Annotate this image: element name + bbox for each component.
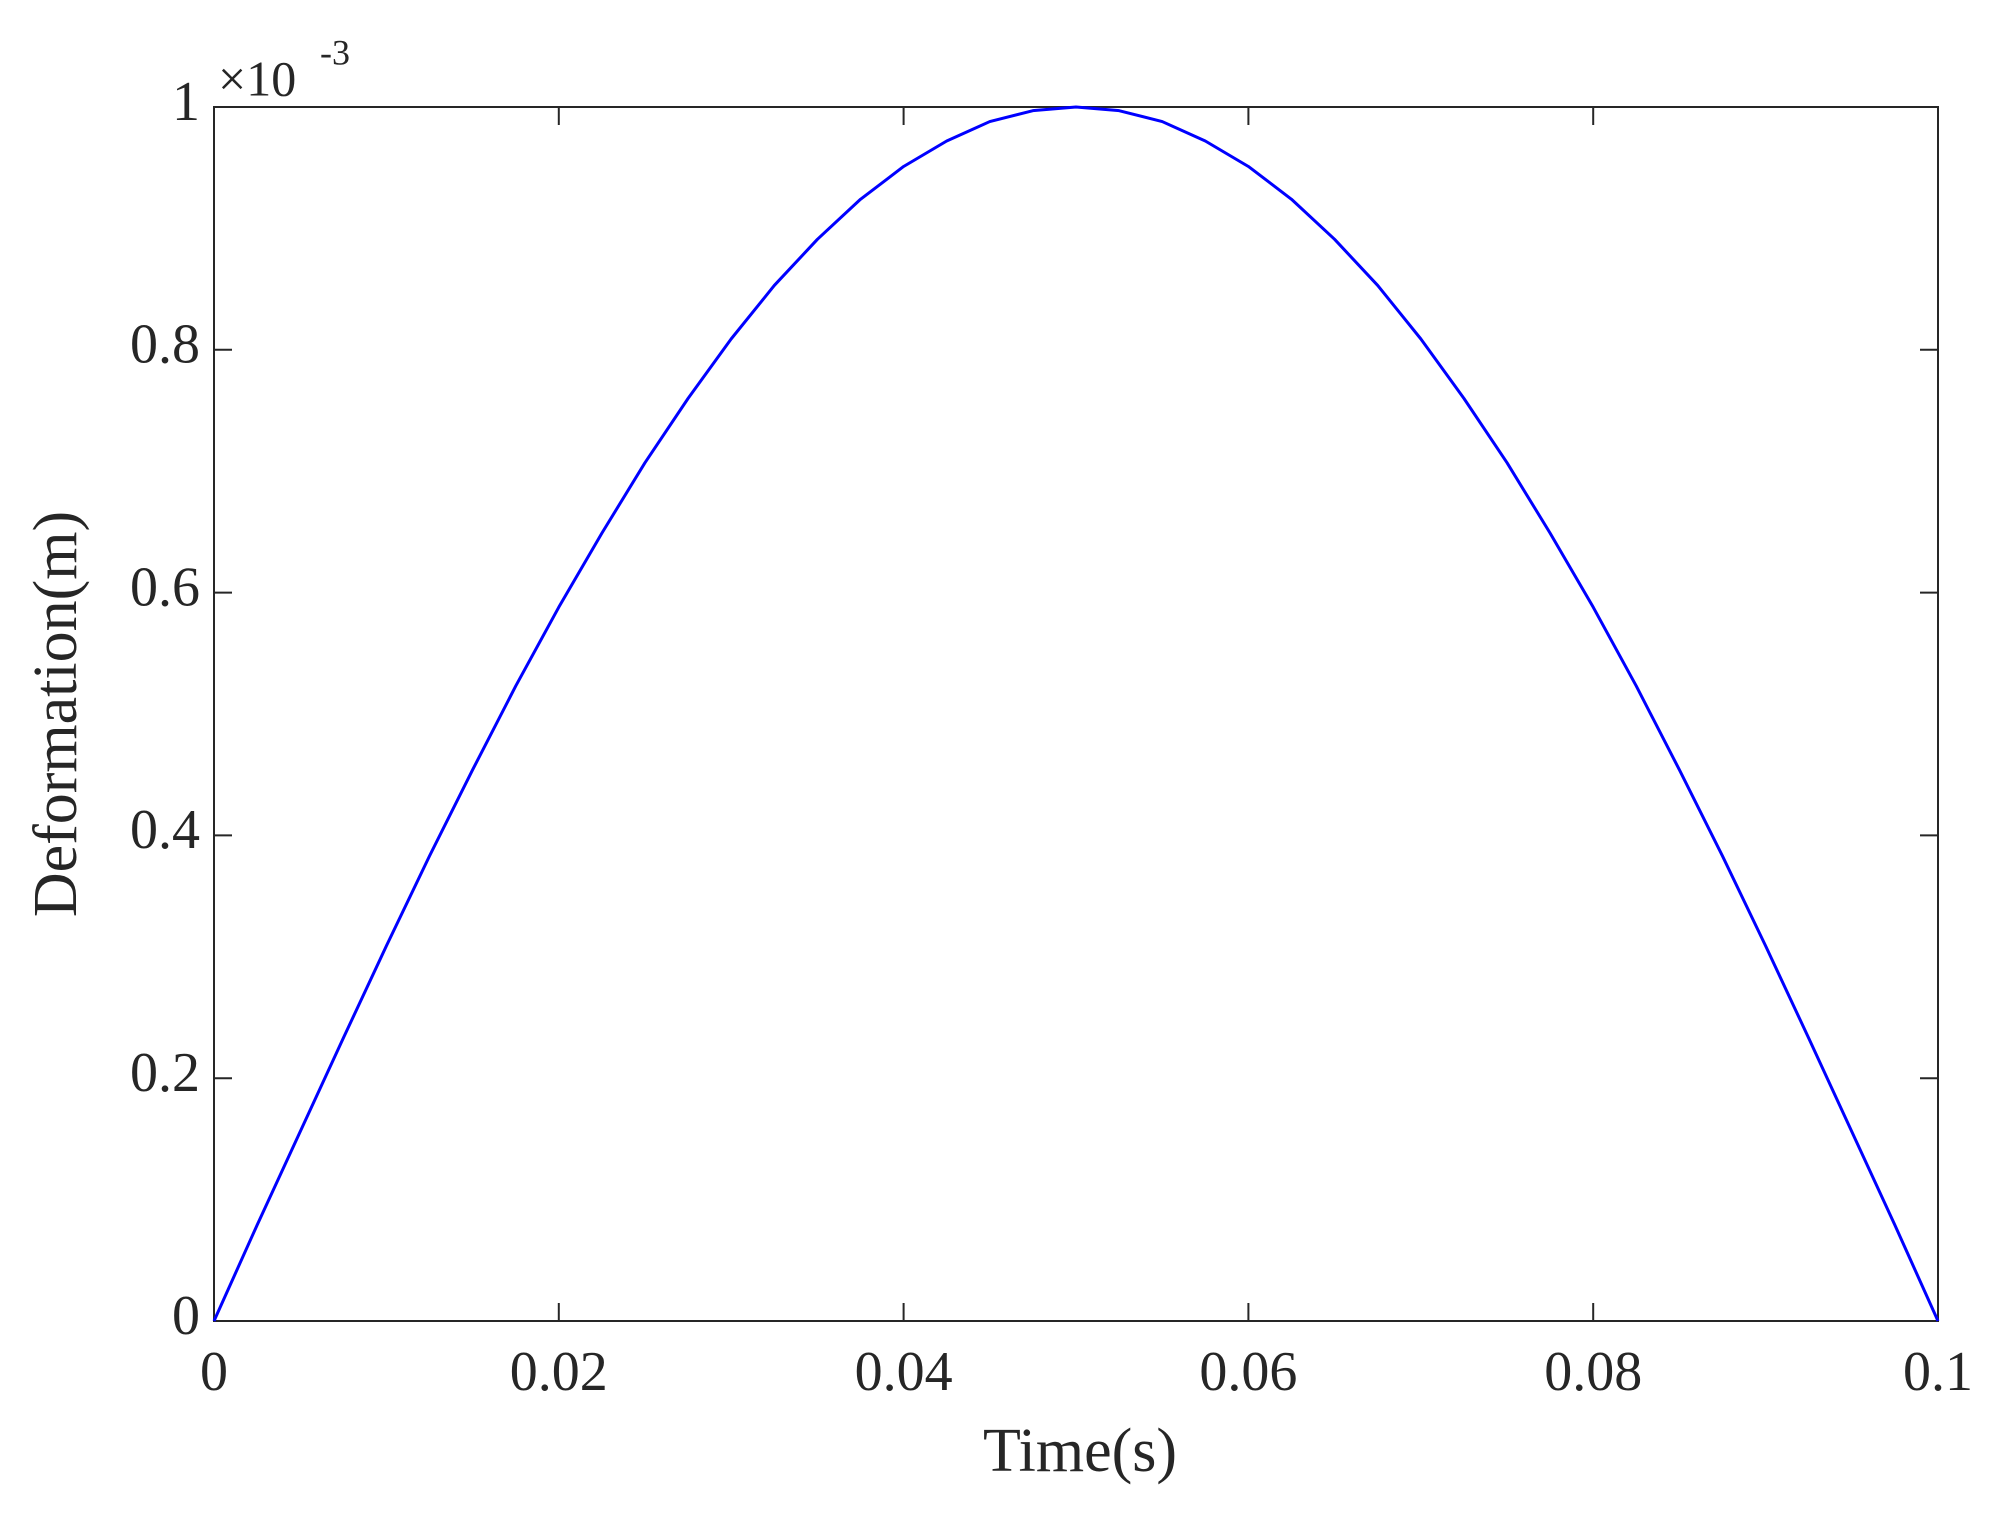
y-tick-label: 0.6 <box>130 556 200 618</box>
y-tick-label: 0.4 <box>130 799 200 861</box>
y-axis-title: Deformation(m) <box>22 511 90 917</box>
y-tick-label: 0.8 <box>130 314 200 376</box>
x-tick-label: 0 <box>200 1341 228 1403</box>
plot-frame <box>213 106 1939 1322</box>
x-tick-label: 0.04 <box>855 1341 953 1403</box>
y-tick-label: 0.2 <box>130 1042 200 1104</box>
x-axis-title: Time(s) <box>983 1417 1177 1485</box>
y-multiplier-exponent: -3 <box>320 32 350 72</box>
y-tick-label: 0 <box>172 1285 200 1347</box>
x-tick-label: 0.06 <box>1199 1341 1297 1403</box>
x-tick-label: 0.1 <box>1903 1341 1973 1403</box>
y-multiplier: ×10 <box>218 50 296 106</box>
x-tick-label: 0.02 <box>510 1341 608 1403</box>
x-tick-label: 0.08 <box>1544 1341 1642 1403</box>
data-line <box>212 105 1940 1322</box>
y-tick-label: 1 <box>172 71 200 133</box>
